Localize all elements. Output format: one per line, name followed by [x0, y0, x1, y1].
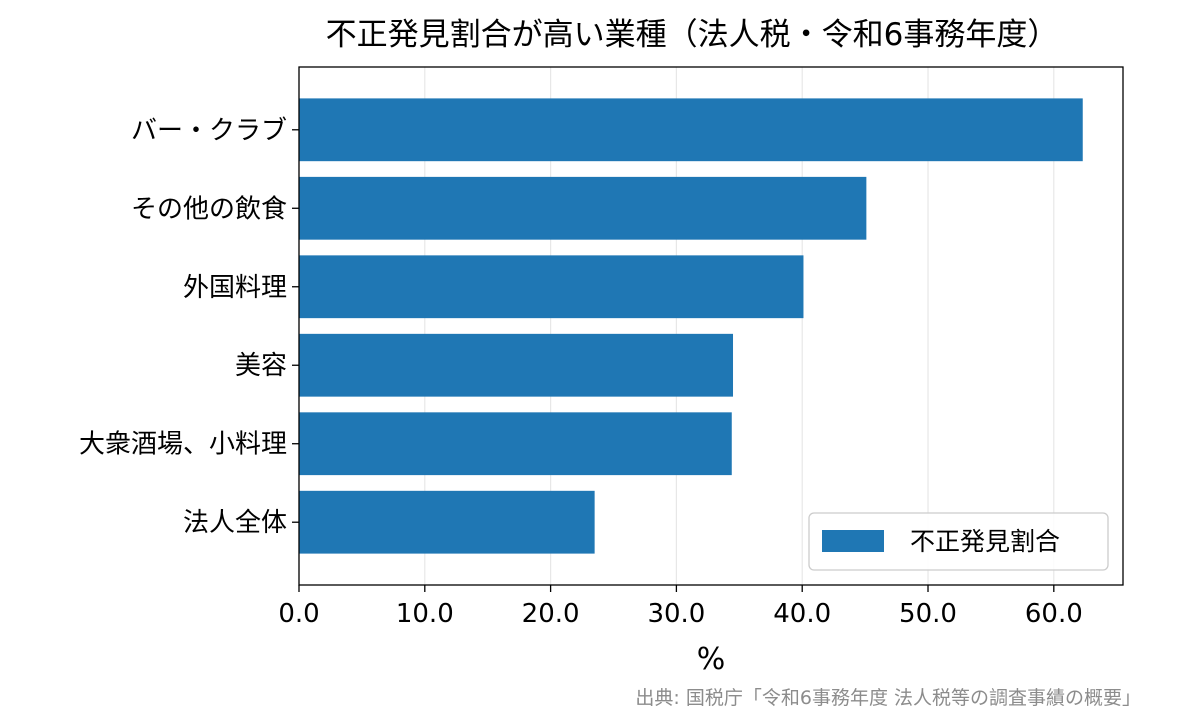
bar	[299, 412, 732, 476]
x-axis-label: %	[697, 642, 726, 677]
value-axis: 0.0 10.0 20.0 30.0 40.0 50.0 60.0	[278, 585, 1083, 629]
chart-title: 不正発見割合が高い業種（法人税・令和6事務年度）	[326, 17, 1059, 53]
category-label: 外国料理	[183, 273, 287, 303]
x-tick-label: 20.0	[522, 599, 580, 629]
bar	[299, 490, 595, 554]
legend-box	[808, 512, 1109, 571]
x-tick-label: 0.0	[278, 599, 319, 629]
bar	[299, 333, 734, 397]
bars	[299, 98, 1083, 554]
legend: 不正発見割合	[808, 512, 1109, 571]
x-tick-label: 10.0	[396, 599, 454, 629]
category-label: 法人全体	[183, 508, 287, 538]
category-label: その他の飲食	[131, 194, 287, 224]
x-tick-label: 50.0	[899, 599, 957, 629]
bar	[299, 176, 867, 240]
legend-swatch	[822, 530, 884, 552]
category-label: バー・クラブ	[131, 116, 287, 146]
bar	[299, 255, 804, 319]
bar	[299, 98, 1083, 162]
legend-label: 不正発見割合	[910, 527, 1060, 556]
category-label: 大衆酒場、小料理	[79, 430, 287, 460]
plot-frame	[298, 66, 1124, 586]
category-label: 美容	[235, 351, 287, 381]
x-tick-label: 40.0	[773, 599, 831, 629]
source-note: 出典: 国税庁「令和6事務年度 法人税等の調査事績の概要」	[635, 687, 1141, 709]
x-tick-label: 60.0	[1025, 599, 1083, 629]
x-tick-label: 30.0	[647, 599, 705, 629]
